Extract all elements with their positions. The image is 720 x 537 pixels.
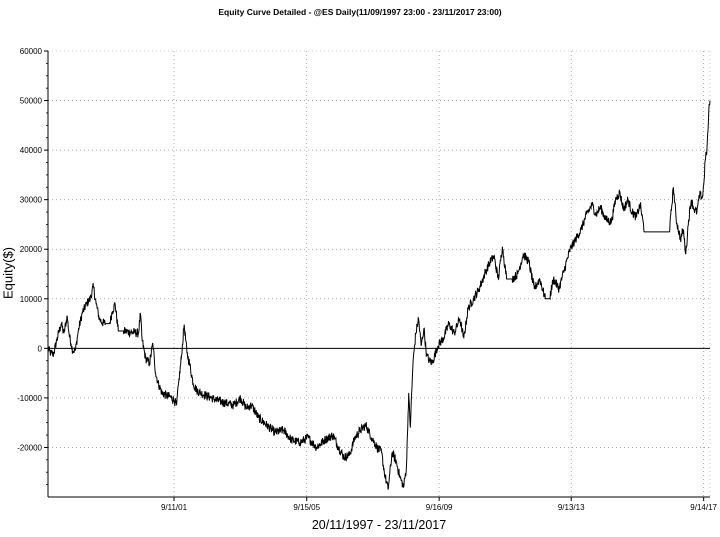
grid-layer: [48, 50, 711, 497]
x-tick-label: 9/13/13: [558, 503, 585, 512]
x-axis-label: 20/11/1997 - 23/11/2017: [311, 518, 447, 532]
y-tick-label: 20000: [20, 245, 43, 254]
chart-title: Equity Curve Detailed - @ES Daily(11/09/…: [218, 7, 502, 17]
y-tick-label: 0: [38, 344, 43, 353]
y-tick-label: 10000: [20, 295, 43, 304]
y-tick-label: 60000: [20, 47, 43, 56]
x-tick-label: 9/11/01: [161, 503, 188, 512]
y-tick-label: 50000: [20, 97, 43, 106]
equity-series-line: [47, 100, 711, 490]
y-tick-label: -20000: [17, 443, 42, 452]
x-tick-label: 9/15/05: [293, 503, 320, 512]
y-tick-label: 40000: [20, 146, 43, 155]
x-tick-label: 9/14/17: [690, 503, 717, 512]
x-tick-label: 9/16/09: [426, 503, 453, 512]
series-layer: [47, 100, 711, 490]
y-tick-label: -10000: [17, 394, 42, 403]
y-tick-label: 30000: [20, 196, 43, 205]
axis-layer: 60000 50000 40000 30000 20000 10000 0 -10000 -20…: [17, 47, 717, 512]
